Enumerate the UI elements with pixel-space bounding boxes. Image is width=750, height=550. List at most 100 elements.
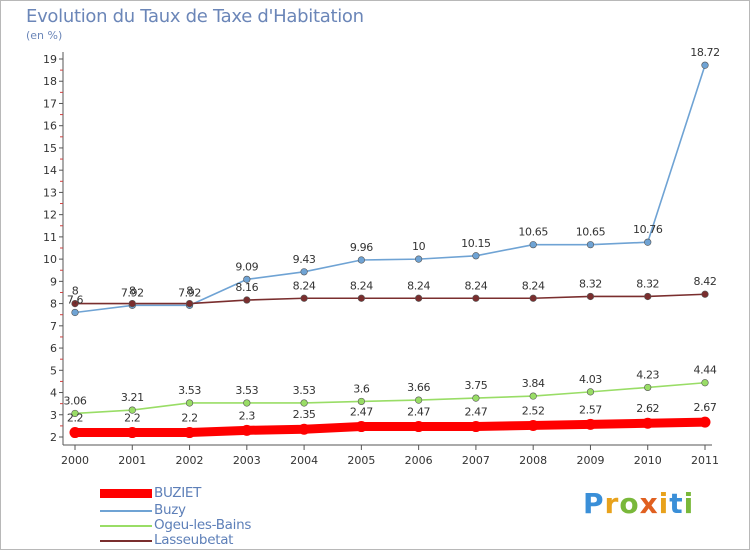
y-tick-label: 8 [50,298,57,311]
data-point [71,299,79,308]
legend-swatch-buzy [100,510,152,512]
data-label: 2.3 [239,409,256,422]
data-label: 2.2 [124,412,140,425]
data-point [243,275,251,283]
data-label: 8.32 [579,277,602,290]
data-point [472,294,480,302]
series-line-ogeu-les-bains [74,381,706,415]
data-label: 2.47 [407,406,430,419]
data-point [529,294,537,302]
data-label: 18.72 [690,46,720,59]
data-point [472,252,480,260]
y-tick-label: 14 [43,164,57,177]
logo-letter: x [639,487,659,520]
data-label: 8 [129,285,136,298]
y-tick-label: 7 [50,320,57,333]
data-point [701,290,709,298]
data-label: 8.32 [636,277,659,290]
data-label: 3.06 [64,394,87,407]
data-point [701,379,709,387]
data-label: 2.2 [181,412,197,425]
y-tick-label: 16 [43,120,57,133]
data-label: 3.6 [353,382,370,395]
data-point [644,238,652,246]
y-tick-label: 19 [43,53,57,66]
data-point [644,292,652,301]
x-tick-label: 2000 [61,454,89,467]
data-label: 3.53 [293,384,316,397]
data-label: 2.47 [464,406,487,419]
logo-letter: i [683,487,695,520]
data-label: 3.53 [178,384,201,397]
data-label: 4.23 [636,368,659,381]
data-label: 8.42 [694,275,717,288]
data-point [415,255,423,263]
data-point [126,427,138,439]
data-label: 8.24 [522,279,545,292]
data-point [701,61,709,69]
data-label: 7.92 [121,286,144,299]
y-tick-label: 6 [50,342,57,355]
data-label: 8.16 [235,281,258,294]
data-label: 7.6 [67,293,84,306]
y-tick-label: 3 [50,409,57,422]
data-point [472,394,480,402]
logo-letter: o [619,487,640,520]
data-point [184,427,196,439]
y-tick-label: 13 [43,186,57,199]
y-tick-label: 11 [43,231,57,244]
y-tick-label: 17 [43,97,57,110]
x-tick-label: 2007 [462,454,490,467]
logo-letter: i [658,487,670,520]
data-label: 10.76 [633,223,663,236]
y-tick-label: 18 [43,75,57,88]
data-point [413,421,425,433]
data-label: 9.09 [235,260,258,273]
data-point [300,294,308,302]
data-point [71,409,79,418]
data-label: 10 [412,240,426,253]
legend-label-buzy: Buzy [154,502,186,518]
data-label: 4.03 [579,373,602,386]
data-label: 8.24 [350,279,373,292]
data-point [71,308,79,317]
series-line-lasseubetat [74,293,706,305]
data-point [243,399,251,407]
y-tick-label: 2 [50,431,57,444]
data-label: 3.53 [235,384,258,397]
data-point [699,416,711,428]
data-label: 2.67 [694,401,717,414]
y-tick-label: 9 [50,275,57,288]
legend-label-buziet: BUZIET [154,485,202,501]
data-label: 8.24 [407,279,430,292]
data-label: 2.57 [579,403,602,416]
data-label: 10.15 [461,237,491,250]
data-label: 2.52 [522,404,545,417]
data-label: 2.35 [293,408,316,421]
x-tick-label: 2004 [290,454,318,467]
legend-swatch-buziet [100,489,152,498]
data-point [185,399,194,407]
data-label: 2.62 [636,402,659,415]
data-point [185,299,194,308]
x-tick-label: 2003 [233,454,261,467]
data-point [357,294,365,302]
x-tick-label: 2005 [347,454,375,467]
x-tick-label: 2011 [691,454,719,467]
data-point [527,419,539,431]
data-point [584,418,596,430]
data-label: 7.92 [178,286,201,299]
legend-label-lasseubetat: Lasseubetat [154,532,234,548]
data-label: 3.75 [464,379,487,392]
x-tick-label: 2010 [634,454,662,467]
data-point [415,396,423,404]
data-label: 10.65 [518,226,548,239]
legend-label-ogeu: Ogeu-les-Bains [154,517,252,533]
data-point [69,427,81,439]
data-point [586,292,595,301]
data-label: 9.43 [293,253,316,266]
data-point [128,299,136,308]
data-point [642,417,654,429]
data-label: 3.66 [407,381,430,394]
